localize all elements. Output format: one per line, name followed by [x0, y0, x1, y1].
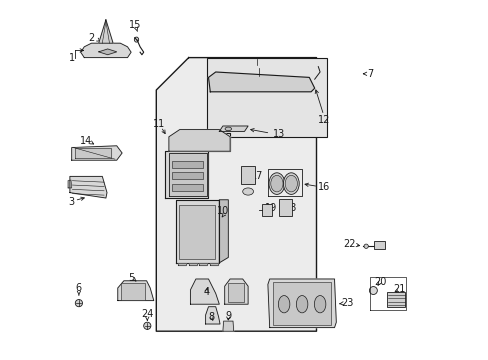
- Polygon shape: [72, 146, 122, 160]
- Text: 22: 22: [343, 239, 355, 249]
- Polygon shape: [156, 58, 316, 331]
- Circle shape: [143, 322, 151, 329]
- Text: 20: 20: [374, 276, 386, 287]
- Ellipse shape: [268, 173, 284, 194]
- Bar: [228, 283, 244, 302]
- Polygon shape: [176, 200, 219, 263]
- Ellipse shape: [314, 296, 325, 313]
- Bar: [121, 283, 144, 300]
- Text: 8: 8: [207, 312, 214, 322]
- Text: 11: 11: [152, 119, 164, 129]
- Bar: [241, 166, 255, 184]
- Text: 14: 14: [80, 136, 92, 146]
- Ellipse shape: [134, 37, 139, 42]
- Polygon shape: [99, 20, 113, 43]
- Text: 16: 16: [317, 182, 329, 192]
- Text: 24: 24: [141, 309, 153, 319]
- Ellipse shape: [296, 296, 307, 313]
- Text: 19: 19: [265, 203, 277, 213]
- Ellipse shape: [224, 127, 231, 131]
- Text: 7: 7: [366, 69, 373, 79]
- Ellipse shape: [270, 175, 283, 192]
- Bar: [171, 161, 203, 168]
- Text: 2: 2: [88, 33, 95, 43]
- Bar: [273, 282, 330, 325]
- Polygon shape: [190, 279, 219, 304]
- Bar: [206, 58, 326, 137]
- Polygon shape: [81, 43, 131, 58]
- Ellipse shape: [278, 296, 289, 313]
- Bar: [386, 292, 405, 307]
- Bar: [179, 205, 215, 259]
- Polygon shape: [68, 180, 72, 188]
- Polygon shape: [199, 263, 207, 265]
- Bar: [373, 241, 384, 249]
- Text: 23: 23: [340, 298, 352, 308]
- Polygon shape: [224, 279, 247, 304]
- Bar: [171, 172, 203, 179]
- Polygon shape: [208, 72, 314, 92]
- Text: 9: 9: [225, 311, 231, 321]
- Polygon shape: [178, 263, 185, 265]
- Text: 13: 13: [272, 129, 284, 139]
- Polygon shape: [118, 281, 153, 301]
- Polygon shape: [168, 130, 230, 151]
- Ellipse shape: [285, 175, 297, 192]
- Text: 1: 1: [69, 53, 75, 63]
- Polygon shape: [165, 133, 230, 198]
- Polygon shape: [219, 200, 228, 263]
- Polygon shape: [219, 126, 247, 131]
- Text: 12: 12: [317, 114, 329, 125]
- Text: 6: 6: [76, 283, 82, 293]
- Bar: [278, 199, 292, 216]
- Text: 10: 10: [216, 206, 228, 216]
- Text: 21: 21: [392, 284, 405, 294]
- Polygon shape: [223, 321, 233, 331]
- Polygon shape: [99, 49, 117, 55]
- Polygon shape: [168, 153, 206, 196]
- Polygon shape: [210, 263, 218, 265]
- Text: 15: 15: [129, 20, 142, 30]
- Polygon shape: [188, 263, 196, 265]
- Bar: [171, 184, 203, 191]
- Ellipse shape: [368, 287, 377, 294]
- Ellipse shape: [363, 244, 367, 248]
- Ellipse shape: [242, 188, 253, 195]
- Ellipse shape: [283, 173, 299, 194]
- Text: 5: 5: [128, 273, 134, 283]
- Text: 18: 18: [285, 203, 297, 213]
- Polygon shape: [205, 307, 220, 324]
- Text: 17: 17: [250, 171, 263, 181]
- Bar: [261, 204, 271, 216]
- Polygon shape: [70, 176, 107, 198]
- Polygon shape: [75, 148, 111, 158]
- Text: 3: 3: [68, 197, 75, 207]
- Text: 4: 4: [203, 287, 209, 297]
- Polygon shape: [267, 279, 336, 328]
- Circle shape: [75, 300, 82, 307]
